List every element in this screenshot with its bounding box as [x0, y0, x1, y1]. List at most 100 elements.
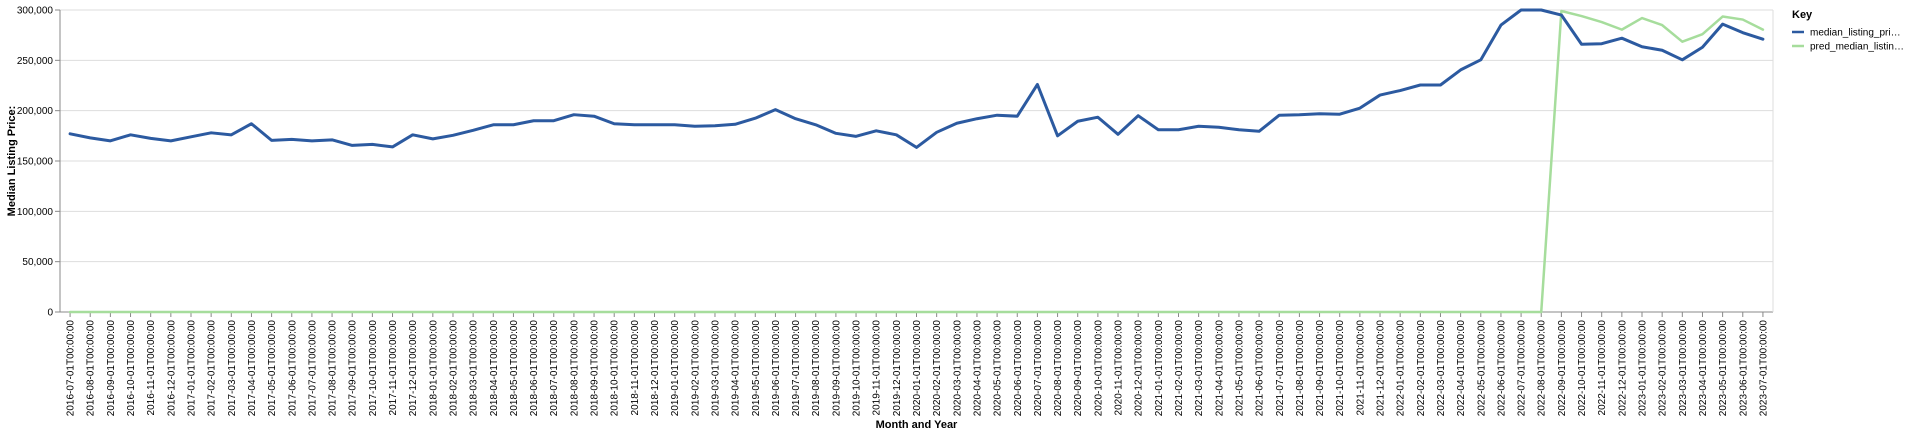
x-tick-label: 2022-09-01T00:00:00: [1557, 320, 1568, 417]
x-tick-label: 2021-02-01T00:00:00: [1174, 320, 1185, 417]
x-tick-label: 2023-03-01T00:00:00: [1678, 320, 1689, 417]
x-tick-label: 2022-06-01T00:00:00: [1496, 320, 1507, 417]
x-tick-label: 2020-04-01T00:00:00: [972, 320, 983, 417]
x-tick-label: 2020-06-01T00:00:00: [1013, 320, 1024, 417]
x-axis-title: Month and Year: [876, 419, 958, 431]
x-tick-label: 2018-11-01T00:00:00: [630, 320, 641, 416]
x-tick-label: 2022-08-01T00:00:00: [1537, 320, 1548, 417]
x-tick-label: 2020-02-01T00:00:00: [932, 320, 943, 417]
x-tick-label: 2022-03-01T00:00:00: [1436, 320, 1447, 417]
x-tick-label: 2016-09-01T00:00:00: [106, 320, 117, 417]
x-tick-label: 2017-02-01T00:00:00: [207, 320, 218, 417]
x-tick-label: 2019-01-01T00:00:00: [670, 320, 681, 417]
x-tick-label: 2022-05-01T00:00:00: [1476, 320, 1487, 417]
x-tick-label: 2022-10-01T00:00:00: [1577, 320, 1588, 417]
grid-lines: [60, 9, 1773, 313]
x-tick-label: 2022-07-01T00:00:00: [1517, 320, 1528, 417]
legend: Key median_listing_pri… pred_median_listi…: [1792, 9, 1904, 53]
x-tick-label: 2018-06-01T00:00:00: [529, 320, 540, 417]
x-tick-label: 2017-03-01T00:00:00: [227, 320, 238, 417]
x-tick-label: 2017-12-01T00:00:00: [408, 320, 419, 417]
x-tick-label: 2018-01-01T00:00:00: [428, 320, 439, 417]
x-tick-label: 2018-04-01T00:00:00: [489, 320, 500, 417]
x-tick-label: 2021-01-01T00:00:00: [1154, 320, 1165, 417]
x-tick-label: 2019-03-01T00:00:00: [710, 320, 721, 417]
x-tick-label: 2021-07-01T00:00:00: [1275, 320, 1286, 417]
y-axis: 0 50,000 100,000 150,000 200,000 250,000 300,0…: [17, 6, 60, 319]
x-tick-label: 2016-10-01T00:00:00: [126, 320, 137, 417]
x-tick-label: 2017-04-01T00:00:00: [247, 320, 258, 417]
x-tick-label: 2022-02-01T00:00:00: [1416, 320, 1427, 417]
series-line-2: [68, 9, 1765, 314]
y-tick-label: 0: [47, 308, 53, 319]
legend-label-1: median_listing_pri…: [1810, 28, 1901, 39]
legend-items: median_listing_pri… pred_median_listin…: [1792, 28, 1904, 53]
x-tick-label: 2023-06-01T00:00:00: [1738, 320, 1749, 417]
x-tick-label: 2017-01-01T00:00:00: [186, 320, 197, 417]
x-tick-label: 2020-09-01T00:00:00: [1073, 320, 1084, 417]
x-tick-label: 2020-12-01T00:00:00: [1134, 320, 1145, 417]
x-tick-label: 2023-01-01T00:00:00: [1638, 320, 1649, 417]
x-tick-label: 2017-09-01T00:00:00: [348, 320, 359, 417]
legend-label-2: pred_median_listin…: [1810, 42, 1904, 53]
x-tick-label: 2021-06-01T00:00:00: [1255, 320, 1266, 417]
x-tick-label: 2017-08-01T00:00:00: [328, 320, 339, 417]
x-tick-label: 2019-07-01T00:00:00: [791, 320, 802, 417]
y-tick-label: 150,000: [17, 157, 54, 168]
x-tick-label: 2016-11-01T00:00:00: [146, 320, 157, 416]
x-tick-label: 2019-10-01T00:00:00: [852, 320, 863, 417]
x-tick-label: 2020-01-01T00:00:00: [912, 320, 923, 417]
x-tick-label: 2017-05-01T00:00:00: [267, 320, 278, 417]
x-tick-label: 2022-04-01T00:00:00: [1456, 320, 1467, 417]
x-tick-label: 2019-02-01T00:00:00: [690, 320, 701, 417]
y-tick-label: 300,000: [17, 6, 54, 17]
x-tick-label: 2016-08-01T00:00:00: [86, 320, 97, 417]
x-tick-label: 2021-10-01T00:00:00: [1335, 320, 1346, 417]
x-tick-label: 2020-03-01T00:00:00: [952, 320, 963, 417]
x-tick-label: 2021-04-01T00:00:00: [1214, 320, 1225, 417]
x-tick-label: 2020-08-01T00:00:00: [1053, 320, 1064, 417]
x-tick-label: 2020-11-01T00:00:00: [1114, 320, 1125, 416]
x-tick-label: 2022-12-01T00:00:00: [1617, 320, 1628, 417]
x-tick-label: 2021-12-01T00:00:00: [1376, 320, 1387, 417]
x-tick-label: 2023-07-01T00:00:00: [1758, 320, 1769, 417]
x-tick-label: 2018-12-01T00:00:00: [650, 320, 661, 417]
x-tick-label: 2016-07-01T00:00:00: [66, 320, 77, 417]
x-tick-label: 2018-09-01T00:00:00: [590, 320, 601, 417]
x-tick-label: 2021-05-01T00:00:00: [1234, 320, 1245, 417]
series-lines: [68, 8, 1765, 314]
x-tick-label: 2018-03-01T00:00:00: [469, 320, 480, 417]
x-tick-label: 2021-08-01T00:00:00: [1295, 320, 1306, 417]
x-tick-label: 2019-04-01T00:00:00: [731, 320, 742, 417]
x-tick-label: 2018-08-01T00:00:00: [569, 320, 580, 417]
x-tick-label: 2023-04-01T00:00:00: [1698, 320, 1709, 417]
x-tick-label: 2019-09-01T00:00:00: [831, 320, 842, 417]
y-tick-label: 50,000: [22, 257, 53, 268]
x-tick-label: 2021-09-01T00:00:00: [1315, 320, 1326, 417]
x-tick-label: 2019-11-01T00:00:00: [872, 320, 883, 416]
x-tick-label: 2022-01-01T00:00:00: [1396, 320, 1407, 417]
y-tick-label: 200,000: [17, 106, 54, 117]
x-tick-label: 2018-10-01T00:00:00: [610, 320, 621, 417]
x-tick-label: 2019-06-01T00:00:00: [771, 320, 782, 417]
x-tick-label: 2019-12-01T00:00:00: [892, 320, 903, 417]
x-tick-label: 2017-10-01T00:00:00: [368, 320, 379, 417]
x-axis: 2016-07-01T00:00:00 2016-08-01T00:00:00 20…: [66, 312, 1769, 417]
y-tick-label: 250,000: [17, 56, 54, 67]
x-tick-label: 2017-07-01T00:00:00: [307, 320, 318, 417]
x-tick-label: 2020-10-01T00:00:00: [1093, 320, 1104, 417]
x-tick-label: 2018-07-01T00:00:00: [549, 320, 560, 417]
x-tick-label: 2017-11-01T00:00:00: [388, 320, 399, 416]
x-tick-label: 2023-05-01T00:00:00: [1718, 320, 1729, 417]
x-tick-label: 2023-02-01T00:00:00: [1658, 320, 1669, 417]
legend-title: Key: [1792, 9, 1813, 21]
x-tick-label: 2019-08-01T00:00:00: [811, 320, 822, 417]
x-tick-label: 2021-11-01T00:00:00: [1355, 320, 1366, 416]
x-tick-label: 2020-05-01T00:00:00: [993, 320, 1004, 417]
x-tick-label: 2020-07-01T00:00:00: [1033, 320, 1044, 417]
x-tick-label: 2021-03-01T00:00:00: [1194, 320, 1205, 417]
series-line-1: [68, 8, 1765, 149]
x-tick-label: 2019-05-01T00:00:00: [751, 320, 762, 417]
x-tick-label: 2018-05-01T00:00:00: [509, 320, 520, 417]
